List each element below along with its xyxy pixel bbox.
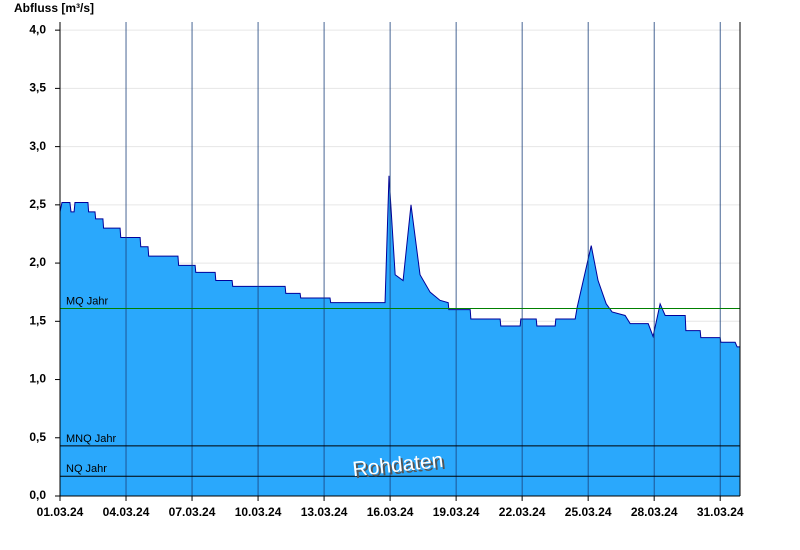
x-tick-label: 31.03.24 (697, 505, 744, 519)
y-tick-label: 2,5 (29, 197, 46, 211)
y-tick-label: 2,0 (29, 255, 46, 269)
x-tick-label: 10.03.24 (235, 505, 282, 519)
x-tick-label: 04.03.24 (103, 505, 150, 519)
reference-label: MQ Jahr (66, 295, 109, 307)
x-tick-label: 19.03.24 (433, 505, 480, 519)
x-tick-label: 01.03.24 (37, 505, 84, 519)
area (60, 175, 740, 496)
y-tick-label: 1,5 (29, 313, 46, 327)
x-tick-label: 25.03.24 (565, 505, 612, 519)
reference-label: NQ Jahr (66, 463, 107, 475)
y-tick-label: 3,0 (29, 139, 46, 153)
y-tick-label: 1,0 (29, 372, 46, 386)
line (59, 175, 740, 348)
x-tick-label: 16.03.24 (367, 505, 414, 519)
reference-label: MNQ Jahr (66, 433, 116, 445)
y-tick-label: 0,5 (29, 430, 46, 444)
y-tick-label: 3,5 (29, 81, 46, 95)
x-tick-label: 22.03.24 (499, 505, 546, 519)
y-tick-label: 4,0 (29, 22, 46, 36)
x-tick-label: 13.03.24 (301, 505, 348, 519)
x-tick-label: 28.03.24 (631, 505, 678, 519)
y-axis-label: Abfluss [m³/s] (14, 1, 94, 15)
x-tick-label: 07.03.24 (169, 505, 216, 519)
y-tick-label: 0,0 (29, 488, 46, 502)
